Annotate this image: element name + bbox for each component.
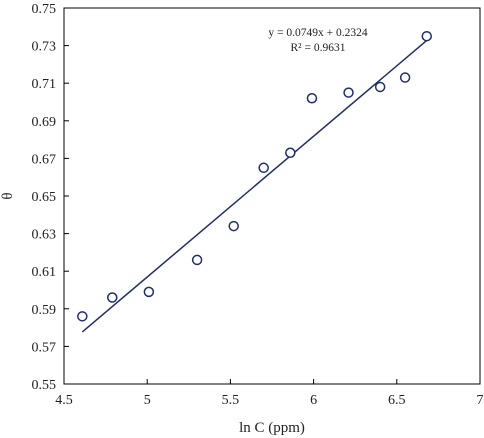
x-axis-title: ln C (ppm): [239, 420, 305, 436]
y-axis-title: θ: [0, 192, 16, 199]
data-point: [191, 254, 203, 266]
trendline: [81, 39, 428, 333]
data-point: [228, 220, 239, 232]
y-tick-label: 0.59: [32, 303, 57, 318]
x-tick-label: 6.5: [388, 393, 406, 408]
x-tick-label: 7: [477, 393, 484, 408]
trendline-equation: y = 0.0749x + 0.2324: [268, 27, 367, 39]
data-point: [374, 81, 386, 93]
trendline-group: [81, 39, 428, 333]
y-tick-label: 0.69: [32, 115, 57, 130]
data-point: [421, 30, 433, 42]
y-tick-label: 0.73: [32, 40, 57, 55]
trendline-r-squared: R² = 0.9631: [291, 42, 346, 54]
x-tick-label: 6: [310, 393, 317, 408]
y-tick-label: 0.71: [32, 77, 57, 92]
y-tick-label: 0.75: [32, 2, 57, 17]
plot-area: [63, 7, 481, 385]
data-point: [285, 147, 296, 159]
data-point: [77, 311, 88, 322]
x-axis-ticks: 4.5 5 5.5 6 6.5 7: [55, 379, 484, 408]
data-point: [399, 72, 411, 83]
data-point: [306, 92, 318, 104]
data-point: [258, 162, 269, 174]
y-tick-label: 0.63: [32, 228, 57, 243]
data-point: [343, 87, 354, 98]
y-tick-label: 0.55: [32, 378, 57, 393]
x-tick-label: 5.5: [222, 393, 240, 408]
y-axis-ticks: 0.55 0.57 0.59 0.61 0.63 0.65 0.67 0.69 0.71 0.73…: [32, 2, 69, 393]
y-tick-label: 0.57: [32, 340, 57, 355]
y-tick-label: 0.61: [32, 265, 57, 280]
x-tick-label: 5: [144, 393, 151, 408]
x-tick-label: 4.5: [55, 393, 73, 408]
y-tick-label: 0.65: [32, 190, 57, 205]
data-points: [77, 30, 433, 322]
y-tick-label: 0.67: [32, 152, 57, 167]
data-point: [143, 286, 155, 298]
data-point: [107, 292, 118, 303]
